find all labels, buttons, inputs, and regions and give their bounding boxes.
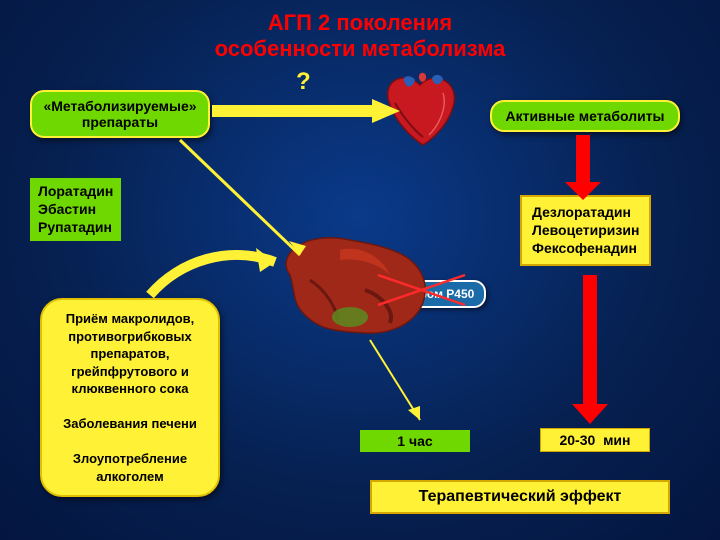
arrow-left-to-liver <box>180 140 306 255</box>
left-pill-metabolized: «Метаболизируемые» препараты <box>30 90 210 138</box>
time-right-box: 20-30 мин <box>540 428 650 452</box>
right-pill-metabolites: Активные метаболиты <box>490 100 680 132</box>
factors-bubble: Приём макролидов, противогрибковых препа… <box>40 298 220 497</box>
drugs-right-box: Дезлоратадин Левоцетиризин Фексофенадин <box>520 195 651 266</box>
arrow-left-to-heart <box>212 99 400 123</box>
title-line-1: АГП 2 поколения <box>268 10 453 35</box>
drugs-left-box: Лоратадин Эбастин Рупатадин <box>30 178 121 241</box>
heart-icon <box>388 73 455 145</box>
question-mark: ? <box>296 68 311 96</box>
slide-title: АГП 2 поколения особенности метаболизма <box>0 10 720 63</box>
arrow-bubble-to-liver <box>150 248 275 295</box>
cytochrome-label: Цитохром P450 <box>372 280 486 308</box>
time-left-box: 1 час <box>360 430 470 452</box>
arrow-red-top <box>565 135 601 200</box>
arrow-liver-to-time <box>370 340 420 420</box>
effect-box: Терапевтический эффект <box>370 480 670 514</box>
title-line-2: особенности метаболизма <box>215 36 506 61</box>
arrow-red-bottom <box>572 275 608 424</box>
